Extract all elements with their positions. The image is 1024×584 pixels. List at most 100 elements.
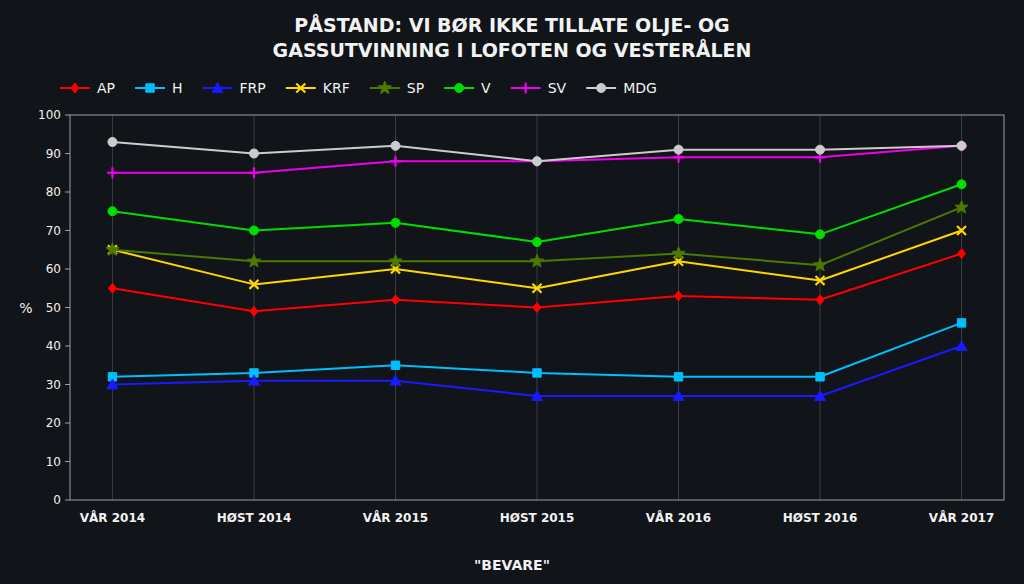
point (532, 156, 543, 167)
legend-item: AP (60, 80, 115, 96)
y-tick-label: 10 (46, 455, 61, 469)
point (816, 145, 825, 154)
point (956, 140, 967, 151)
series (107, 341, 967, 401)
point (389, 254, 402, 267)
point (815, 391, 826, 401)
point (673, 391, 684, 401)
grid-line (395, 115, 396, 500)
chart: PÅSTAND: VI BØR IKKE TILLATE OLJE- OGGAS… (0, 0, 1024, 584)
title: PÅSTAND: VI BØR IKKE TILLATE OLJE- OGGAS… (273, 13, 752, 61)
legend-label: FRP (240, 80, 266, 96)
title-line: GASSUTVINNING I LOFOTEN OG VESTERÅLEN (273, 38, 752, 61)
legend-marker (296, 84, 305, 93)
legend-label: MDG (623, 80, 657, 96)
y-tick-label: 80 (46, 185, 61, 199)
point (674, 214, 683, 223)
point (533, 303, 541, 313)
legend-marker (71, 83, 79, 93)
point (391, 218, 400, 227)
x-tick-label: HØST 2016 (783, 511, 858, 525)
grid (112, 115, 961, 500)
y-tick (65, 500, 70, 501)
point (816, 295, 824, 305)
point (813, 258, 826, 271)
legend-label: SP (407, 80, 424, 96)
point (816, 373, 824, 381)
legend-marker (378, 81, 391, 94)
point (249, 149, 258, 158)
line (112, 323, 961, 377)
x-tick-label: HØST 2014 (217, 511, 292, 525)
y-tick-label: 50 (46, 301, 61, 315)
y-axis: 0102030405060708090100 (38, 108, 70, 507)
series (108, 180, 966, 247)
point (533, 157, 542, 166)
point (532, 391, 543, 401)
legend: AP H FRP KRF SP V SV MDG (60, 80, 657, 96)
point (957, 226, 966, 235)
series (108, 137, 966, 165)
x-tick-label: VÅR 2015 (363, 510, 428, 525)
point (108, 137, 117, 146)
legend-marker (597, 84, 606, 93)
legend-marker (455, 84, 464, 93)
point (391, 295, 399, 305)
legend-label: AP (97, 80, 115, 96)
x-tick-label: HØST 2015 (500, 511, 575, 525)
legend-item: H (135, 80, 183, 96)
y-tick-label: 90 (46, 147, 61, 161)
y-tick-label: 70 (46, 224, 61, 238)
point (957, 180, 966, 189)
y-tick-label: 40 (46, 339, 61, 353)
x-tick-label: VÅR 2014 (80, 510, 145, 525)
point (390, 375, 401, 385)
line (112, 346, 961, 396)
legend-label: SV (548, 80, 567, 96)
y-tick (65, 269, 70, 270)
point (956, 341, 967, 351)
grid-line (678, 115, 679, 500)
legend-item: KRF (286, 80, 350, 96)
y-tick (65, 115, 70, 116)
point (816, 276, 825, 285)
point (107, 379, 118, 389)
point (108, 207, 117, 216)
legend-item: V (444, 80, 491, 96)
y-tick (65, 423, 70, 424)
line (112, 184, 961, 242)
grid-line (961, 115, 962, 500)
point (249, 280, 258, 289)
x-axis: VÅR 2014 HØST 2014 VÅR 2015 HØST 2015 VÅR 20… (80, 510, 994, 525)
x-axis-label: "BEVARE" (474, 557, 550, 573)
point (250, 306, 258, 316)
x-tick-label: VÅR 2017 (929, 510, 994, 525)
page: {"chart_data": { "type": "line", "title"… (0, 0, 1024, 584)
point (957, 319, 965, 327)
plot-frame (70, 115, 1004, 500)
point (957, 141, 966, 150)
point (958, 249, 966, 259)
legend-marker (520, 83, 531, 94)
point (248, 167, 259, 178)
point (249, 226, 258, 235)
point (390, 156, 401, 167)
legend-label: V (481, 80, 491, 96)
legend-item: MDG (586, 80, 657, 96)
point (530, 254, 543, 267)
y-tick-label: 60 (46, 262, 61, 276)
legend-label: H (172, 80, 183, 96)
point (533, 369, 541, 377)
point (108, 283, 116, 293)
y-tick (65, 192, 70, 193)
point (955, 200, 968, 213)
point (106, 243, 119, 256)
point (674, 373, 682, 381)
data (106, 137, 968, 400)
y-tick-label: 20 (46, 416, 61, 430)
point (391, 361, 399, 369)
legend-marker (146, 84, 154, 92)
series (107, 140, 967, 178)
y-tick (65, 461, 70, 462)
y-tick (65, 153, 70, 154)
